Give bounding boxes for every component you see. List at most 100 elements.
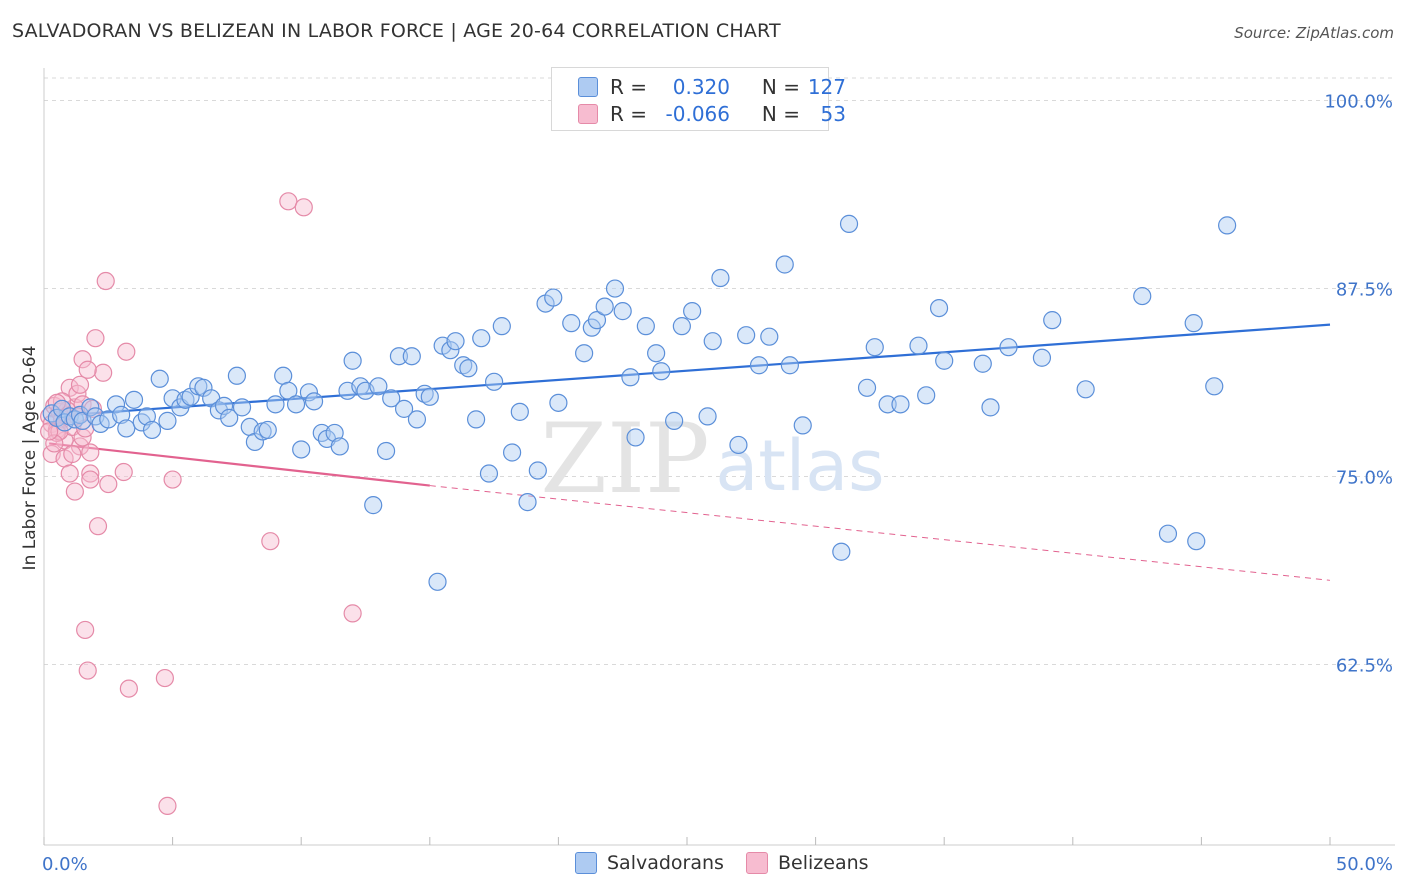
salvadoran-point [364, 496, 383, 515]
bottom-legend-swatch-pink [746, 852, 768, 874]
salvadoran-point [389, 347, 409, 366]
salvadoran-point [292, 440, 311, 459]
trend-lines [49, 323, 1331, 581]
watermark-zip: ZIP [540, 403, 709, 515]
bottom-legend-label: Salvadorans [607, 852, 724, 874]
legend-n-label: N = [761, 102, 800, 126]
salvadoran-point [299, 383, 319, 402]
salvadoran-point [274, 366, 293, 385]
legend-r-label: R = [610, 75, 648, 99]
salvadoran-point [909, 336, 928, 355]
gridlines [44, 77, 1395, 666]
bottom-legend-label: Belizeans [778, 852, 869, 874]
salvadoran-point [711, 268, 730, 288]
salvadoran-point [446, 332, 465, 351]
belizean-point [70, 375, 90, 394]
salvadoran-point [369, 377, 388, 396]
salvadoran-point [232, 398, 252, 417]
salvadoran-point [492, 317, 511, 336]
salvadoran-point [917, 386, 936, 405]
belizean-point [117, 342, 136, 361]
belizean-point [99, 474, 118, 494]
salvadoran-point [857, 378, 877, 397]
legend-n-value: 53 [820, 102, 846, 126]
salvadoran-point [865, 338, 884, 357]
salvadoran-point [1205, 377, 1224, 396]
belizean-point [78, 360, 97, 379]
salvadoran-point [415, 384, 434, 403]
belizeans-trend-line [49, 442, 430, 487]
salvadorans-trend-line [49, 323, 1331, 418]
belizean-point [96, 271, 115, 291]
source-label: Source: ZipAtlas.com [1234, 24, 1394, 42]
belizean-point [65, 482, 84, 501]
bottom-legend-belizeans: Belizeans [746, 852, 869, 874]
salvadoran-point [621, 368, 640, 387]
salvadoran-point [407, 410, 427, 429]
legend-r-label: R = [610, 102, 648, 126]
y-tick-label: 100.0% [1324, 92, 1393, 113]
salvadoran-point [626, 428, 645, 447]
salvadoran-point [1187, 532, 1206, 551]
salvadoran-point [672, 317, 691, 336]
salvadoran-point [703, 332, 722, 351]
correlation-legend: R = 0.320 N = 127 R = -0.066 N = 53 [551, 67, 846, 131]
salvadoran-point [227, 366, 246, 385]
legend-n-label: N = [761, 75, 800, 99]
salvadoran-point [891, 395, 910, 414]
salvadoran-point [466, 410, 486, 429]
salvadoran-point [1133, 286, 1152, 306]
salvadoran-point [343, 351, 362, 370]
belizean-point [343, 604, 362, 623]
salvadoran-point [52, 399, 72, 418]
belizean-point [88, 517, 108, 536]
legend-row-belizeans: R = -0.066 N = 53 [578, 101, 846, 127]
belizean-point [81, 443, 100, 462]
belizean-point [60, 464, 79, 483]
salvadoran-point [325, 423, 344, 443]
belizean-point [50, 422, 69, 441]
salvadoran-point [376, 441, 396, 461]
salvadoran-point [665, 411, 684, 430]
salvadoran-point [544, 288, 563, 307]
legend-swatch-blue [578, 77, 598, 97]
salvadoran-point [510, 402, 529, 421]
salvadoran-point [441, 341, 460, 360]
salvadoran-point [549, 393, 568, 412]
salvadoran-point [142, 420, 162, 440]
belizean-point [40, 422, 59, 441]
salvadoran-point [1032, 348, 1052, 367]
salvadoran-point [106, 395, 126, 414]
salvadoran-point [780, 356, 799, 375]
salvadoran-point [999, 338, 1018, 357]
salvadoran-point [485, 372, 504, 391]
belizeans-trend-extension [429, 485, 1331, 581]
salvadoran-point [479, 464, 499, 483]
salvadoran-point [158, 411, 177, 430]
salvadoran-point [737, 326, 756, 345]
legend-swatch-pink [578, 104, 598, 124]
bottom-legend-swatch-blue [575, 852, 597, 874]
belizean-point [94, 363, 113, 382]
salvadoran-point [1184, 314, 1203, 333]
salvadoran-point [528, 461, 547, 480]
salvadoran-point [304, 392, 324, 411]
legend-row-salvadorans: R = 0.320 N = 127 [578, 74, 846, 100]
chart-title: SALVADORAN VS BELIZEAN IN LABOR FORCE | … [12, 20, 781, 42]
y-tick-label: 75.0% [1336, 468, 1393, 489]
legend-r-value: 0.320 [672, 75, 730, 99]
salvadoran-point [929, 299, 949, 318]
belizean-point [114, 462, 133, 482]
belizean-point [63, 444, 82, 464]
salvadoran-point [760, 327, 779, 346]
belizean-point [158, 796, 177, 815]
belizean-point [81, 470, 100, 489]
belizean-point [76, 620, 95, 640]
salvadoran-point [286, 395, 306, 414]
salvadoran-point [420, 387, 439, 406]
salvadoran-point [1043, 311, 1062, 330]
x-tick-label: 0.0% [42, 854, 88, 875]
salvadoran-point [459, 359, 478, 378]
salvadoran-point [112, 405, 131, 424]
